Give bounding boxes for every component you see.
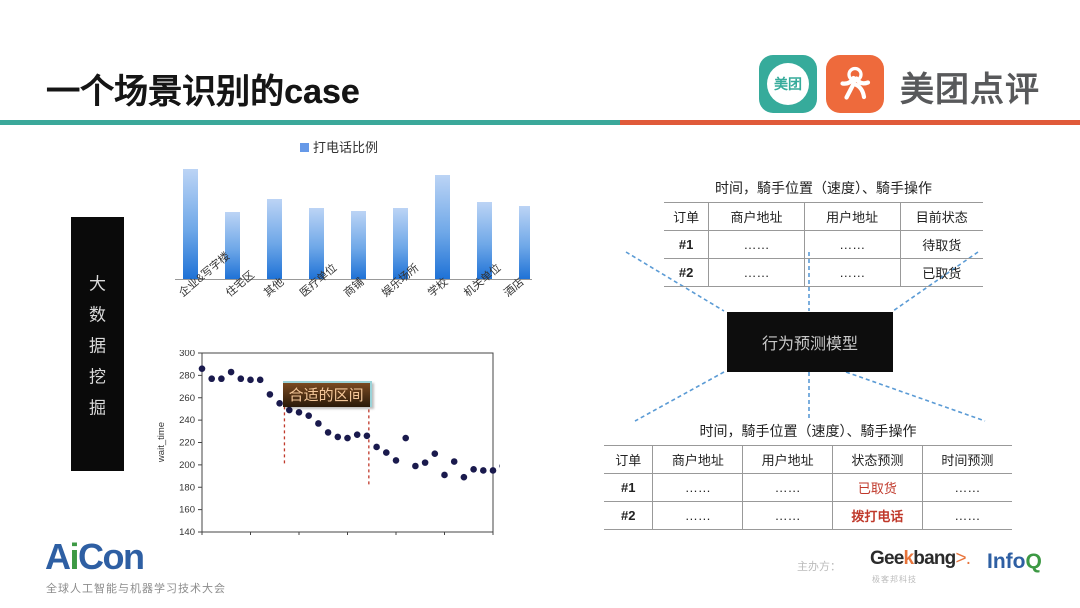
svg-text:300: 300 — [179, 350, 195, 359]
svg-text:220: 220 — [179, 438, 195, 449]
svg-text:wait_time: wait_time — [156, 422, 167, 463]
svg-text:180: 180 — [179, 482, 195, 493]
svg-text:240: 240 — [179, 415, 195, 426]
svg-text:260: 260 — [179, 393, 195, 404]
svg-text:160: 160 — [179, 505, 195, 516]
svg-text:200: 200 — [179, 460, 195, 471]
svg-text:140: 140 — [179, 527, 195, 535]
svg-text:280: 280 — [179, 370, 195, 381]
